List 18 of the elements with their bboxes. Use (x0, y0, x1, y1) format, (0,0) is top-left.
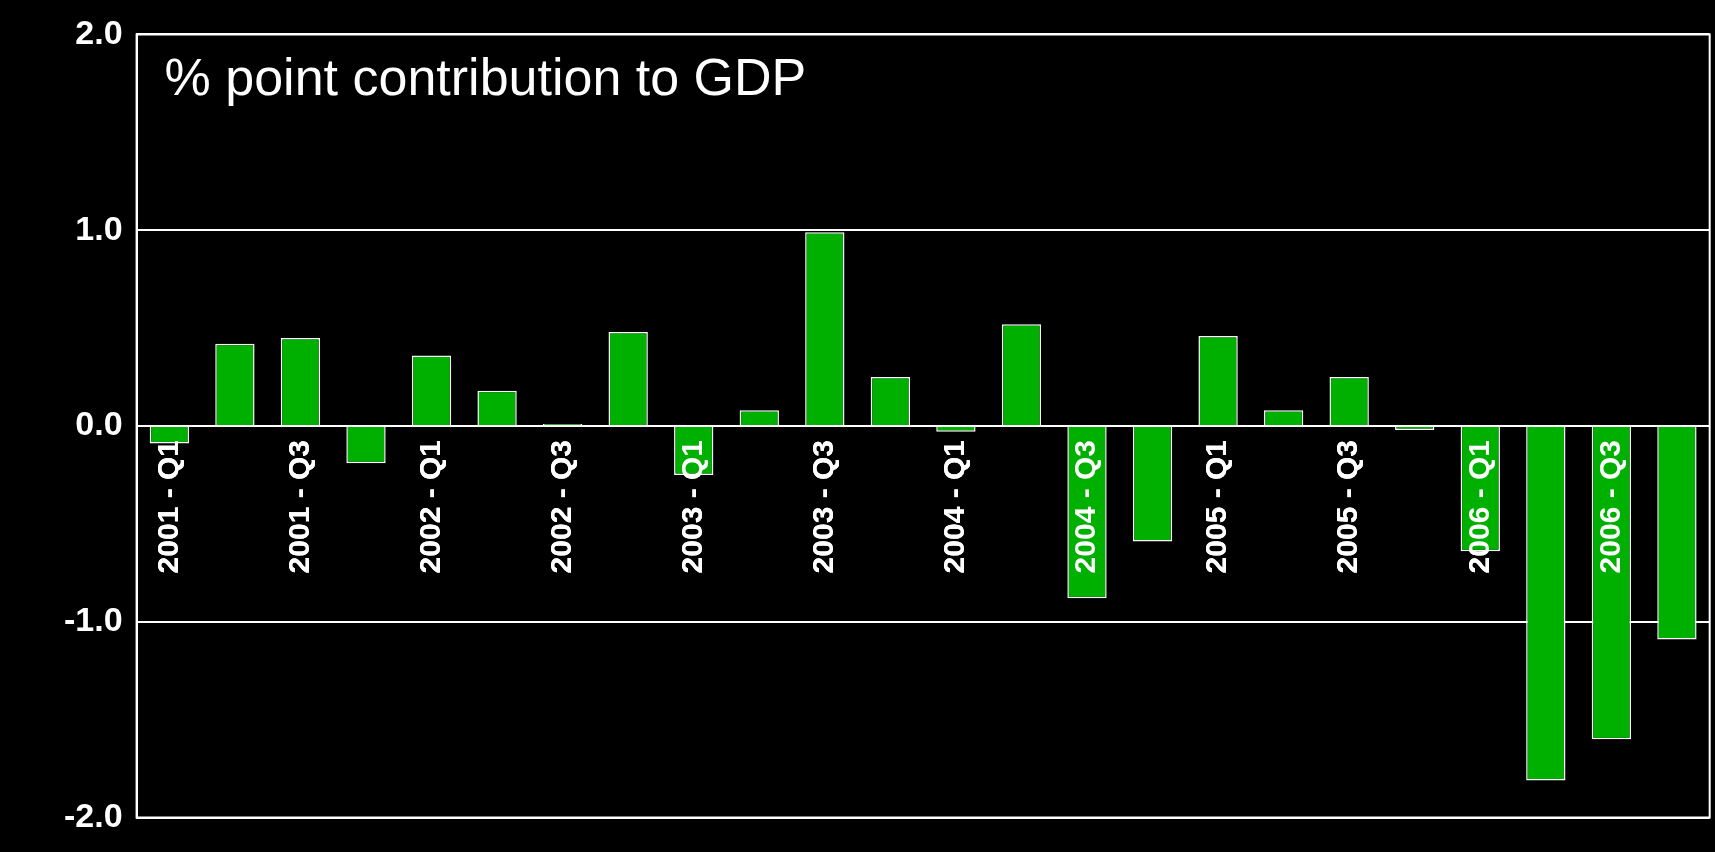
x-tick-label: 2002 - Q1 (412, 440, 446, 574)
chart-title: % point contribution to GDP (164, 47, 807, 106)
y-tick-label: 1.0 (75, 208, 123, 247)
y-tick-label: 2.0 (75, 12, 123, 51)
x-tick-label: 2001 - Q1 (150, 440, 184, 574)
x-tick-label: 2003 - Q3 (806, 440, 840, 574)
x-tick-label: 2001 - Q3 (281, 440, 315, 574)
y-tick-label: 0.0 (75, 404, 123, 443)
x-tick-label: 2005 - Q1 (1199, 440, 1233, 574)
x-tick-label: 2005 - Q3 (1330, 440, 1364, 574)
y-tick-label: -2.0 (63, 795, 123, 834)
x-tick-label: 2006 - Q1 (1461, 440, 1495, 574)
x-tick-label: 2002 - Q3 (543, 440, 577, 574)
x-tick-label: 2004 - Q3 (1068, 440, 1102, 574)
x-tick-label: 2006 - Q3 (1592, 440, 1626, 574)
x-tick-label: 2003 - Q1 (674, 440, 708, 574)
y-tick-label: -1.0 (63, 600, 123, 639)
x-tick-label: 2004 - Q1 (937, 440, 971, 574)
